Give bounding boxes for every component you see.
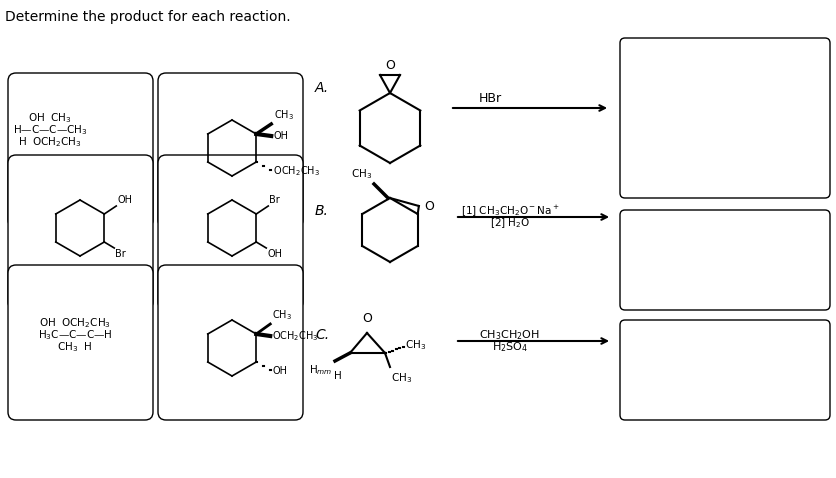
Text: Br: Br — [115, 249, 126, 259]
Text: [2] H$_2$O: [2] H$_2$O — [489, 216, 529, 230]
FancyBboxPatch shape — [158, 73, 303, 228]
Text: CH$_3$CH$_2$OH: CH$_3$CH$_2$OH — [479, 328, 540, 342]
FancyBboxPatch shape — [8, 265, 153, 420]
Text: OH  CH$_3$: OH CH$_3$ — [28, 111, 72, 125]
Text: H$_3$C—C—C—H: H$_3$C—C—C—H — [38, 328, 112, 342]
Text: H: H — [334, 371, 341, 381]
Text: [1] CH$_3$CH$_2$O$^-$Na$^+$: [1] CH$_3$CH$_2$O$^-$Na$^+$ — [460, 204, 558, 218]
Text: CH$_3$: CH$_3$ — [272, 308, 292, 322]
Text: $^{\/}$OCH$_2$CH$_3$: $^{\/}$OCH$_2$CH$_3$ — [272, 164, 320, 178]
FancyBboxPatch shape — [8, 155, 153, 310]
Text: OH: OH — [267, 249, 282, 259]
Text: OH: OH — [273, 131, 288, 141]
FancyBboxPatch shape — [158, 155, 303, 310]
FancyBboxPatch shape — [158, 265, 303, 420]
FancyBboxPatch shape — [619, 38, 829, 198]
Text: H—C—C—CH$_3$: H—C—C—CH$_3$ — [13, 123, 87, 137]
Text: B.: B. — [314, 204, 329, 218]
Text: Br: Br — [269, 195, 280, 205]
Text: C.: C. — [314, 328, 329, 342]
Text: O: O — [362, 312, 371, 325]
Text: H$_{\mathit{mm}}$: H$_{\mathit{mm}}$ — [309, 363, 333, 377]
Text: O: O — [385, 58, 395, 72]
Text: H  OCH$_2$CH$_3$: H OCH$_2$CH$_3$ — [18, 135, 82, 149]
Text: O: O — [423, 199, 433, 213]
Text: CH$_3$: CH$_3$ — [350, 167, 371, 181]
Text: HBr: HBr — [478, 91, 501, 105]
FancyBboxPatch shape — [8, 73, 153, 228]
Text: CH$_3$  H: CH$_3$ H — [57, 340, 93, 354]
Text: H$_2$SO$_4$: H$_2$SO$_4$ — [492, 340, 528, 354]
Text: CH$_3$: CH$_3$ — [390, 371, 411, 385]
Text: OH  OCH$_2$CH$_3$: OH OCH$_2$CH$_3$ — [39, 316, 111, 330]
Text: CH$_3$: CH$_3$ — [405, 338, 426, 352]
Text: OCH$_2$CH$_3$: OCH$_2$CH$_3$ — [272, 329, 319, 343]
Text: OH: OH — [117, 195, 132, 205]
Text: OH: OH — [272, 366, 287, 376]
FancyBboxPatch shape — [619, 320, 829, 420]
Text: A.: A. — [314, 81, 329, 95]
FancyBboxPatch shape — [619, 210, 829, 310]
Text: Determine the product for each reaction.: Determine the product for each reaction. — [5, 10, 290, 24]
Text: CH$_3$: CH$_3$ — [274, 108, 294, 122]
